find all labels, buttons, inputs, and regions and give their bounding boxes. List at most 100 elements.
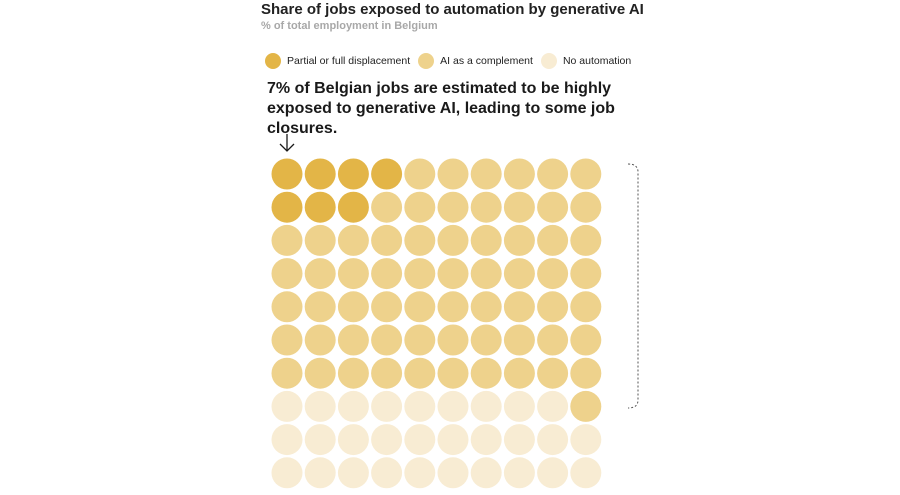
waffle-cell-no-automation bbox=[304, 390, 336, 422]
waffle-cell-no-automation bbox=[503, 457, 535, 489]
waffle-cell-no-automation bbox=[271, 457, 303, 489]
waffle-cell-complement bbox=[437, 258, 469, 290]
waffle-cell-no-automation bbox=[271, 424, 303, 456]
waffle-cell-complement bbox=[371, 191, 403, 223]
waffle-cell-no-automation bbox=[337, 457, 369, 489]
waffle-cell-displacement bbox=[271, 191, 303, 223]
legend: Partial or full displacement AI as a com… bbox=[265, 53, 639, 69]
waffle-cell-no-automation bbox=[503, 390, 535, 422]
waffle-cell-complement bbox=[337, 357, 369, 389]
waffle-cell-complement bbox=[437, 357, 469, 389]
waffle-cell-complement bbox=[304, 357, 336, 389]
waffle-cell-complement bbox=[437, 191, 469, 223]
waffle-cell-no-automation bbox=[337, 424, 369, 456]
waffle-cell-complement bbox=[304, 324, 336, 356]
waffle-cell-complement bbox=[570, 390, 602, 422]
waffle-cell-no-automation bbox=[371, 457, 403, 489]
waffle-cell-complement bbox=[570, 191, 602, 223]
waffle-cell-no-automation bbox=[404, 457, 436, 489]
waffle-cell-complement bbox=[271, 291, 303, 323]
waffle-cell-no-automation bbox=[537, 424, 569, 456]
waffle-cell-complement bbox=[371, 258, 403, 290]
waffle-cell-complement bbox=[404, 357, 436, 389]
waffle-cell-displacement bbox=[371, 158, 403, 190]
waffle-cell-complement bbox=[503, 224, 535, 256]
waffle-cell-complement bbox=[404, 191, 436, 223]
waffle-cell-no-automation bbox=[570, 457, 602, 489]
waffle-cell-displacement bbox=[337, 158, 369, 190]
waffle-cell-complement bbox=[337, 324, 369, 356]
waffle-cells bbox=[271, 158, 602, 489]
waffle-cell-no-automation bbox=[304, 424, 336, 456]
waffle-cell-complement bbox=[570, 324, 602, 356]
waffle-cell-no-automation bbox=[337, 390, 369, 422]
waffle-cell-complement bbox=[537, 324, 569, 356]
legend-item-displacement: Partial or full displacement bbox=[265, 53, 410, 69]
waffle-cell-displacement bbox=[271, 158, 303, 190]
waffle-cell-complement bbox=[503, 191, 535, 223]
waffle-cell-complement bbox=[570, 258, 602, 290]
waffle-cell-complement bbox=[337, 291, 369, 323]
waffle-cell-no-automation bbox=[404, 424, 436, 456]
waffle-cell-complement bbox=[570, 357, 602, 389]
waffle-cell-complement bbox=[537, 291, 569, 323]
annotation-text: 7% of Belgian jobs are estimated to be h… bbox=[267, 80, 615, 137]
waffle-cell-complement bbox=[470, 357, 502, 389]
waffle-cell-complement bbox=[404, 291, 436, 323]
waffle-cell-complement bbox=[337, 258, 369, 290]
waffle-cell-complement bbox=[304, 224, 336, 256]
waffle-cell-complement bbox=[437, 224, 469, 256]
waffle-cell-no-automation bbox=[570, 424, 602, 456]
waffle-cell-complement bbox=[437, 158, 469, 190]
waffle-cell-complement bbox=[271, 224, 303, 256]
legend-item-no-automation: No automation bbox=[540, 53, 632, 69]
waffle-cell-complement bbox=[437, 324, 469, 356]
waffle-cell-complement bbox=[537, 191, 569, 223]
waffle-cell-no-automation bbox=[371, 390, 403, 422]
legend-swatch-no-automation bbox=[540, 53, 557, 69]
waffle-cell-no-automation bbox=[470, 390, 502, 422]
waffle-cell-complement bbox=[503, 291, 535, 323]
waffle-cell-no-automation bbox=[470, 457, 502, 489]
waffle-cell-complement bbox=[537, 224, 569, 256]
waffle-cell-complement bbox=[371, 357, 403, 389]
waffle-cell-complement bbox=[503, 258, 535, 290]
waffle-cell-complement bbox=[271, 357, 303, 389]
waffle-cell-no-automation bbox=[470, 424, 502, 456]
waffle-cell-no-automation bbox=[437, 457, 469, 489]
waffle-cell-complement bbox=[404, 258, 436, 290]
chart-title: Share of jobs exposed to automation by g… bbox=[261, 1, 644, 18]
waffle-cell-complement bbox=[371, 291, 403, 323]
bracket bbox=[627, 163, 639, 409]
waffle-cell-displacement bbox=[304, 158, 336, 190]
waffle-cell-no-automation bbox=[304, 457, 336, 489]
legend-item-complement: AI as a complement bbox=[418, 53, 533, 69]
waffle-cell-complement bbox=[404, 224, 436, 256]
legend-swatch-displacement bbox=[265, 53, 281, 69]
waffle-cell-complement bbox=[503, 324, 535, 356]
legend-swatch-complement bbox=[418, 53, 435, 69]
waffle-cell-complement bbox=[337, 224, 369, 256]
chart-subtitle: % of total employment in Belgium bbox=[261, 20, 438, 32]
waffle-cell-no-automation bbox=[437, 424, 469, 456]
legend-label-no-automation: No automation bbox=[562, 55, 632, 67]
waffle-cell-complement bbox=[371, 324, 403, 356]
waffle-cell-no-automation bbox=[404, 390, 436, 422]
waffle-cell-complement bbox=[570, 224, 602, 256]
waffle-cell-no-automation bbox=[537, 390, 569, 422]
legend-label-complement: AI as a complement bbox=[440, 55, 533, 67]
waffle-cell-complement bbox=[470, 291, 502, 323]
waffle-cell-complement bbox=[271, 258, 303, 290]
waffle-cell-no-automation bbox=[371, 424, 403, 456]
waffle-cell-complement bbox=[371, 224, 403, 256]
waffle-cell-complement bbox=[437, 291, 469, 323]
waffle-cell-complement bbox=[470, 324, 502, 356]
waffle-cell-complement bbox=[537, 357, 569, 389]
waffle-cell-no-automation bbox=[437, 390, 469, 422]
waffle-cell-no-automation bbox=[271, 390, 303, 422]
waffle-cell-complement bbox=[570, 158, 602, 190]
waffle-cell-complement bbox=[537, 158, 569, 190]
annotation-arrow-icon bbox=[279, 134, 295, 152]
waffle-cell-complement bbox=[404, 324, 436, 356]
